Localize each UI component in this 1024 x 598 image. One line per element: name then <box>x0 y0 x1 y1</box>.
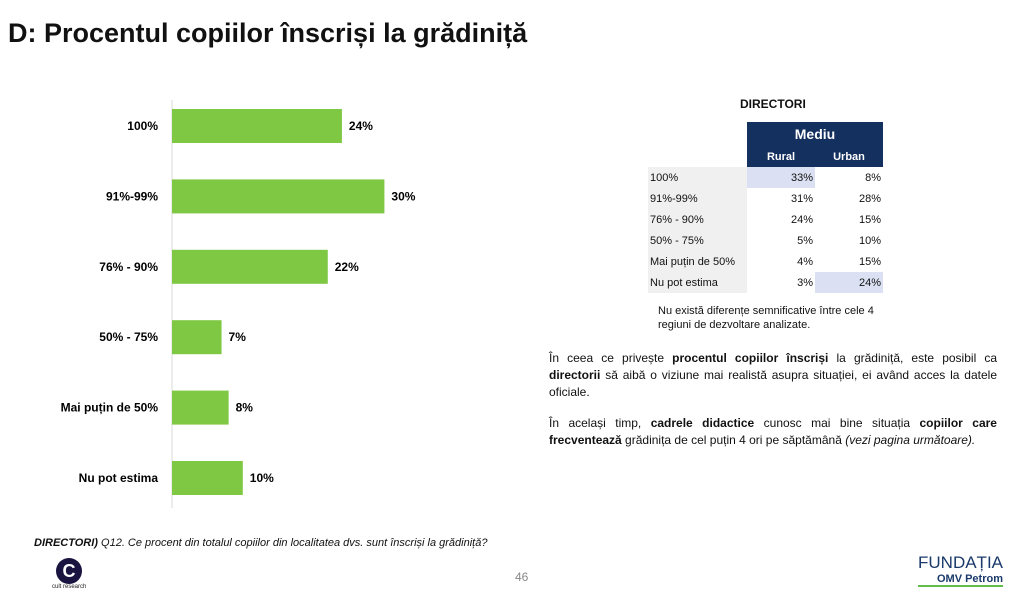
table-row: 76% - 90% 24% 15% <box>648 209 883 230</box>
rural-value: 33% <box>747 167 815 188</box>
data-label: 30% <box>391 189 415 203</box>
data-label: 8% <box>236 401 254 415</box>
table-row: 100% 33% 8% <box>648 167 883 188</box>
paragraph-1: În ceea ce privește procentul copiilor î… <box>549 351 998 399</box>
bar <box>172 109 342 143</box>
rural-value: 4% <box>797 255 813 268</box>
row-label: 100% <box>648 167 747 188</box>
bar <box>172 249 328 284</box>
table-note: Nu există diferențe semnificative între … <box>658 305 874 331</box>
category-label: 50% - 75% <box>99 330 158 344</box>
row-label: 76% - 90% <box>648 209 747 230</box>
row-label: 50% - 75% <box>648 230 747 251</box>
rural-value: 3% <box>797 276 813 289</box>
urban-value: 24% <box>815 272 883 293</box>
category-label: Mai puțin de 50% <box>61 401 159 415</box>
col-rural: Rural <box>747 146 815 167</box>
rural-value: 24% <box>790 213 813 226</box>
question-text: DIRECTORI) Q12. Ce procent din totalul c… <box>34 537 488 549</box>
row-label: Nu pot estima <box>648 272 747 293</box>
rural-value: 31% <box>790 192 813 205</box>
rural-value: 5% <box>797 234 813 247</box>
omv-petrom-logo: FUNDAȚIA OMV Petrom <box>918 553 1003 587</box>
table-heading: DIRECTORI <box>740 97 806 111</box>
table-row: Nu pot estima 3% 24% <box>648 272 883 293</box>
urban-value: 15% <box>858 255 881 268</box>
data-label: 24% <box>349 119 373 133</box>
category-label: 91%-99% <box>106 189 158 203</box>
category-label: Nu pot estima <box>79 471 159 485</box>
results-table: Mediu Rural Urban 100% 33% 8% 91%-99% 31% 28% 7… <box>648 122 883 293</box>
col-urban: Urban <box>815 146 883 167</box>
urban-value: 10% <box>858 234 881 247</box>
page-number: 46 <box>515 570 529 584</box>
bar-chart: 100% 24% 91%-99% 30% 76% - 90% 22% 50% - 75% 7%… <box>61 100 416 508</box>
row-label: Mai puțin de 50% <box>648 251 747 272</box>
data-label: 22% <box>335 260 359 274</box>
group-header: Mediu <box>747 122 883 146</box>
table-row: 91%-99% 31% 28% <box>648 188 883 209</box>
row-label: 91%-99% <box>648 188 747 209</box>
urban-value: 8% <box>865 171 881 184</box>
paragraph-2: În același timp, cadrele didactice cunos… <box>549 416 997 447</box>
category-label: 76% - 90% <box>99 260 158 274</box>
page-title: D: Procentul copiilor înscriși la grădin… <box>8 18 528 48</box>
bar <box>172 390 229 425</box>
bar <box>172 320 222 355</box>
data-label: 7% <box>229 330 247 344</box>
urban-value: 15% <box>858 213 881 226</box>
bar <box>172 461 243 495</box>
category-label: 100% <box>127 119 158 133</box>
table-row: 50% - 75% 5% 10% <box>648 230 883 251</box>
urban-value: 28% <box>858 192 881 205</box>
data-label: 10% <box>250 471 274 485</box>
table-row: Mai puțin de 50% 4% 15% <box>648 251 883 272</box>
bar <box>172 179 385 214</box>
